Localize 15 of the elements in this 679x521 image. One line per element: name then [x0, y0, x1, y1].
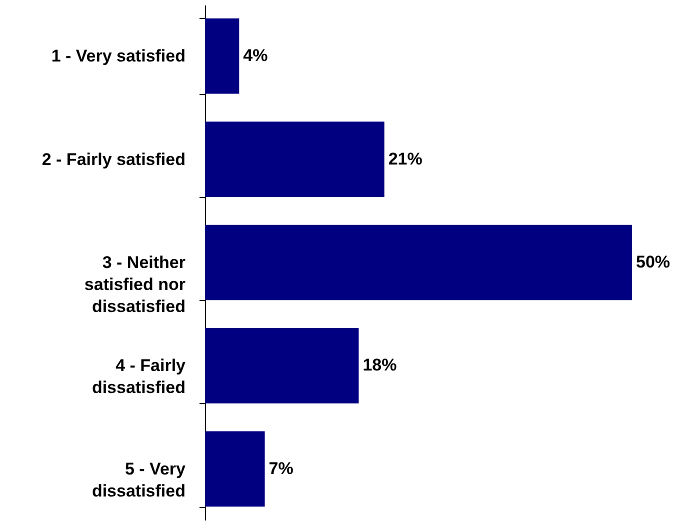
y-tick-label: 4 - Fairly dissatisfied	[92, 356, 186, 398]
bar	[205, 328, 359, 404]
y-tick-label: 3 - Neither satisfied nor dissatisfied	[84, 253, 186, 316]
data-label: 21%	[388, 149, 422, 168]
bar	[205, 18, 240, 94]
y-tick-label: 2 - Fairly satisfied	[42, 150, 186, 169]
data-label: 50%	[636, 252, 670, 272]
bar	[205, 431, 265, 507]
y-tick-label: 1 - Very satisfied	[51, 46, 186, 66]
bar	[205, 122, 384, 197]
bar	[205, 224, 632, 300]
data-label: 18%	[362, 356, 397, 375]
data-label: 4%	[243, 46, 268, 66]
data-label: 7%	[268, 458, 294, 478]
y-tick-label: 5 - Very dissatisfied	[92, 459, 186, 500]
